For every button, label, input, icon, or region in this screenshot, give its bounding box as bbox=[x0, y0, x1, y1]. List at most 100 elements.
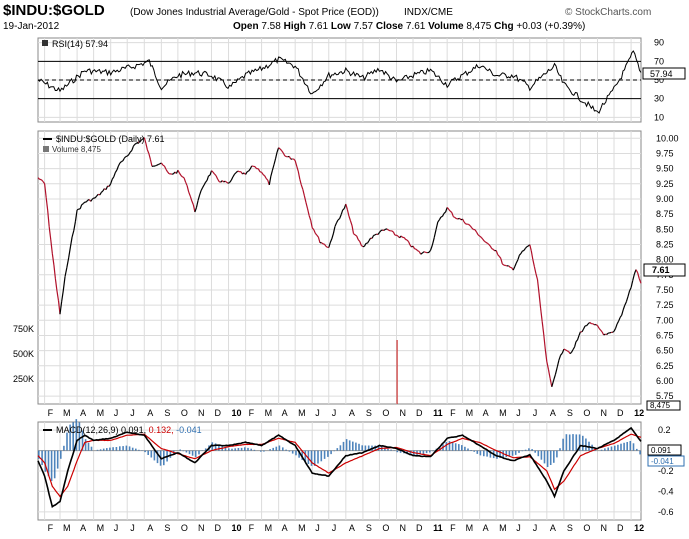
price-segment bbox=[177, 169, 180, 174]
volume-tick-label: 750K bbox=[13, 324, 34, 334]
price-segment bbox=[199, 190, 202, 196]
price-segment bbox=[242, 172, 245, 175]
macd-histogram-bar bbox=[367, 445, 370, 451]
macd-histogram-bar bbox=[156, 450, 159, 464]
price-segment bbox=[441, 213, 445, 217]
price-segment bbox=[469, 225, 473, 229]
x-axis-month-label: A bbox=[483, 408, 489, 418]
price-segment bbox=[229, 179, 232, 183]
price-segment bbox=[61, 290, 64, 302]
price-segment bbox=[505, 264, 508, 267]
brand-label[interactable]: © StockCharts.com bbox=[565, 7, 651, 18]
macd-tick-label: -0.6 bbox=[658, 507, 674, 517]
macd-histogram-bar bbox=[614, 445, 616, 451]
macd-histogram-bar bbox=[63, 445, 65, 451]
price-segment bbox=[501, 263, 505, 266]
rsi-tick-label: 30 bbox=[654, 94, 664, 104]
macd-histogram-bar bbox=[260, 450, 262, 452]
price-segment bbox=[544, 349, 548, 362]
price-tick-label: 6.50 bbox=[656, 346, 674, 356]
price-segment bbox=[337, 218, 341, 221]
price-segment bbox=[549, 378, 553, 387]
price-segment bbox=[535, 273, 539, 280]
price-tick-label: 7.00 bbox=[656, 315, 674, 325]
price-segment bbox=[183, 177, 187, 183]
x-axis-month-label: F bbox=[249, 408, 255, 418]
macd-histogram-bar bbox=[409, 450, 412, 455]
macd-histogram-bar bbox=[84, 439, 87, 451]
macd-histogram-bar bbox=[244, 447, 246, 451]
macd-histogram-bar bbox=[99, 449, 102, 451]
macd-histogram-bar bbox=[301, 450, 303, 460]
price-segment bbox=[117, 162, 121, 167]
macd-histogram-bar bbox=[44, 450, 47, 472]
price-segment bbox=[73, 221, 76, 231]
price-segment bbox=[408, 241, 411, 246]
x-axis-month-label: N bbox=[198, 408, 205, 418]
macd-histogram-bar bbox=[342, 441, 345, 451]
price-segment bbox=[547, 369, 551, 379]
price-segment bbox=[622, 305, 626, 310]
macd-histogram-bar bbox=[298, 450, 300, 458]
macd-histogram-bar bbox=[528, 448, 530, 451]
price-segment bbox=[551, 380, 555, 387]
price-segment bbox=[554, 366, 558, 375]
price-segment bbox=[396, 234, 399, 237]
price-segment bbox=[477, 234, 480, 237]
x-axis-month-label: J bbox=[130, 523, 135, 533]
price-panel-frame bbox=[37, 130, 642, 405]
price-last-value: 7.61 bbox=[652, 265, 670, 275]
price-segment bbox=[316, 234, 319, 238]
price-segment bbox=[558, 355, 562, 361]
price-segment bbox=[257, 168, 261, 172]
price-segment bbox=[297, 171, 301, 180]
price-segment bbox=[529, 244, 532, 252]
price-series bbox=[37, 137, 642, 387]
macd-histogram-bar bbox=[387, 448, 389, 451]
price-segment bbox=[561, 348, 565, 354]
x-axis-bottom-labels: F M A M J J A S O N D 10 F M A M J J A S O N D 11 F M A M J J A S O N D 12 bbox=[48, 523, 644, 533]
rsi-series-line bbox=[37, 50, 642, 114]
macd-histogram-bar bbox=[600, 449, 603, 451]
macd-histogram-bar bbox=[438, 446, 441, 451]
price-segment bbox=[191, 200, 194, 206]
macd-histogram-bar bbox=[639, 450, 641, 455]
price-segment bbox=[500, 258, 503, 264]
x-axis-month-label: D bbox=[214, 408, 221, 418]
price-segment bbox=[491, 248, 494, 250]
x-axis-month-label: O bbox=[382, 523, 389, 533]
price-segment bbox=[615, 323, 618, 329]
macd-histogram-bar bbox=[607, 447, 609, 451]
price-segment bbox=[430, 244, 433, 251]
macd-histogram-bar bbox=[317, 450, 319, 464]
price-segment bbox=[48, 226, 52, 240]
x-axis-month-label: J bbox=[315, 523, 320, 533]
x-axis-month-label: A bbox=[80, 408, 86, 418]
price-segment bbox=[245, 171, 248, 175]
macd-histogram-bar bbox=[531, 449, 533, 451]
rsi-legend-label: RSI(14) 57.94 bbox=[52, 39, 108, 49]
price-segment bbox=[278, 147, 281, 150]
price-segment bbox=[53, 264, 56, 279]
price-tick-label: 10.00 bbox=[656, 133, 679, 143]
price-tick-label: 9.75 bbox=[656, 148, 674, 158]
macd-histogram-bar bbox=[135, 448, 137, 451]
price-segment bbox=[431, 237, 435, 246]
x-axis-month-label: A bbox=[349, 523, 355, 533]
price-segment bbox=[305, 202, 309, 210]
price-segment bbox=[226, 181, 229, 184]
price-segment bbox=[154, 164, 157, 167]
price-segment bbox=[195, 200, 199, 208]
price-segment bbox=[468, 224, 471, 227]
price-segment bbox=[595, 324, 598, 327]
price-segment bbox=[224, 180, 227, 183]
exchange-label: INDX/CME bbox=[404, 7, 453, 18]
macd-histogram-bar bbox=[224, 447, 227, 451]
price-segment bbox=[566, 350, 569, 352]
macd-histogram-bar bbox=[250, 448, 252, 451]
price-segment bbox=[553, 374, 557, 381]
price-tick-label: 9.50 bbox=[656, 164, 674, 174]
macd-histogram-bar bbox=[565, 434, 568, 451]
macd-histogram-bar bbox=[240, 447, 243, 451]
price-segment bbox=[508, 265, 511, 268]
